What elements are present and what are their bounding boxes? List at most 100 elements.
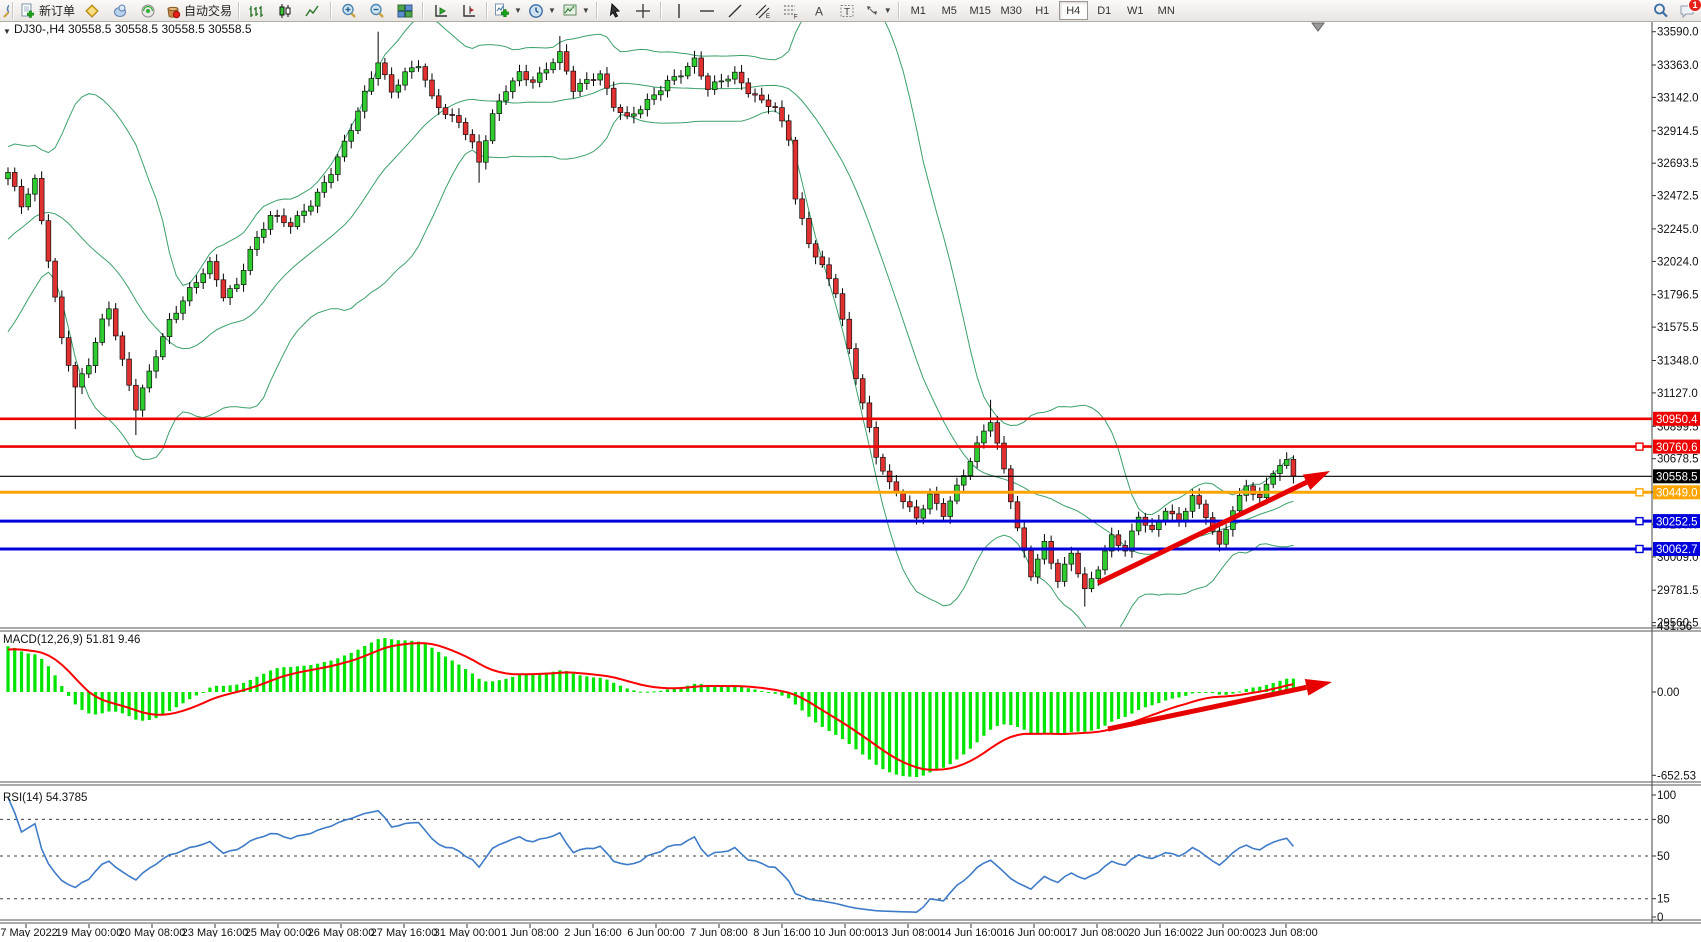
periods-button[interactable]: ▼: [525, 0, 559, 21]
data-window-button[interactable]: [106, 0, 134, 21]
macd-bar: [93, 692, 98, 715]
text-button[interactable]: A: [805, 0, 833, 21]
level-badge-text: 30449.0: [1656, 488, 1698, 500]
candle-body: [1102, 550, 1108, 571]
candle-body: [933, 493, 940, 504]
macd-bar: [571, 673, 575, 692]
level-handle-30062.7[interactable]: [1635, 544, 1644, 554]
candle-body: [711, 81, 718, 90]
zoom-in-button[interactable]: [335, 0, 363, 21]
candle-body: [99, 318, 105, 343]
candle-body: [738, 71, 745, 84]
trend-arrow-macd[interactable]: [1107, 679, 1332, 732]
autotrade-button[interactable]: 自动交易: [162, 0, 235, 21]
candle-body: [960, 475, 967, 486]
new-order-button[interactable]: 新订单: [17, 0, 78, 21]
cropped-profile-icon[interactable]: [0, 1, 9, 20]
macd-bar: [645, 691, 649, 693]
timeframe-m15[interactable]: M15: [969, 4, 991, 17]
timeframe-m1[interactable]: M1: [910, 4, 926, 17]
macd-bar: [167, 692, 172, 711]
candle-body: [112, 308, 119, 337]
toolbar-separator: [897, 2, 900, 19]
candle-body: [563, 51, 570, 72]
market-watch-button[interactable]: [78, 0, 106, 21]
candle-body: [1250, 485, 1256, 495]
equidistant-channel-button[interactable]: E: [749, 0, 777, 21]
chart-shift-button[interactable]: [455, 0, 483, 21]
line-chart-icon: [305, 5, 319, 16]
candle-body: [1001, 442, 1007, 470]
macd-bar: [356, 649, 360, 692]
arrows-button[interactable]: ▼: [861, 0, 895, 21]
bar-chart-button[interactable]: [243, 0, 271, 21]
cursor-button[interactable]: [601, 0, 629, 21]
vertical-line-button[interactable]: [665, 0, 693, 21]
level-handle-30449.0[interactable]: [1635, 488, 1644, 497]
macd-bar: [147, 692, 151, 720]
candle-body: [254, 236, 260, 250]
candle-body: [32, 178, 38, 195]
tile-windows-button[interactable]: [391, 0, 419, 21]
macd-bar: [1103, 692, 1107, 726]
auto-scroll-button[interactable]: [427, 0, 455, 21]
timeframe-mn[interactable]: MN: [1157, 4, 1175, 17]
line-chart-button[interactable]: [299, 0, 327, 21]
crosshair-button[interactable]: [629, 0, 657, 21]
candle-body: [792, 139, 799, 200]
level-handle-30760.6[interactable]: [1635, 442, 1644, 451]
candle-body: [1203, 503, 1209, 518]
macd-bar: [1083, 692, 1087, 732]
level-badge-30449.0: [1653, 485, 1700, 500]
symbol-dropdown-arrow[interactable]: ▼: [3, 27, 11, 36]
time-tick-label: 20 May 08:00: [119, 927, 186, 937]
macd-bar: [840, 692, 845, 740]
timeframe-m5[interactable]: M5: [941, 4, 957, 17]
candle-body: [287, 222, 294, 227]
macd-bar: [935, 692, 939, 770]
macd-bar: [989, 692, 993, 730]
candle-body: [328, 174, 334, 183]
macd-bar: [1170, 692, 1174, 699]
notifications-button[interactable]: 1: [1679, 0, 1701, 19]
trendline-button[interactable]: [721, 0, 749, 21]
timeframe-h4[interactable]: H4: [1058, 1, 1088, 20]
timeframe-d1[interactable]: D1: [1097, 4, 1112, 17]
candle-body: [281, 215, 287, 224]
rsi-tick-label: 80: [1657, 814, 1670, 826]
indicators-button[interactable]: ▼: [491, 0, 525, 21]
timeframe-w1[interactable]: W1: [1126, 4, 1144, 17]
navigator-button[interactable]: [134, 0, 162, 21]
macd-bar: [780, 692, 784, 696]
macd-bar: [6, 646, 10, 692]
timeframe-m30[interactable]: M30: [1000, 4, 1022, 17]
candle-body: [260, 228, 267, 238]
macd-bar: [1238, 691, 1242, 693]
trend-arrow-main[interactable]: [1096, 471, 1330, 586]
candle-body: [671, 76, 678, 81]
macd-bar: [403, 640, 407, 692]
candle-body: [18, 186, 25, 208]
level-badge-text: 30062.7: [1656, 544, 1698, 556]
horizontal-line-button[interactable]: [693, 0, 721, 21]
chart-title: DJ30-,H4 30558.5 30558.5 30558.5 30558.5: [14, 22, 252, 36]
fibonacci-button[interactable]: F: [777, 0, 805, 21]
macd-bar: [1204, 692, 1208, 693]
macd-bar: [665, 689, 670, 692]
zoom-out-button[interactable]: [363, 0, 391, 21]
macd-bar: [861, 692, 865, 755]
candle-body: [368, 78, 375, 92]
templates-dropdown-arrow: ▼: [581, 6, 590, 15]
text-label-button[interactable]: T: [833, 0, 861, 21]
chart-shift-marker[interactable]: [1311, 22, 1325, 32]
search-icon[interactable]: [1653, 3, 1669, 19]
timeframe-h1[interactable]: H1: [1035, 4, 1050, 17]
candle-body: [1075, 552, 1081, 575]
candlestick-chart-button[interactable]: [271, 0, 299, 21]
candle-body: [765, 99, 772, 107]
candle-body: [227, 288, 233, 299]
candle-body: [92, 342, 99, 366]
macd-bar: [551, 671, 555, 692]
templates-button[interactable]: ▼: [559, 0, 593, 21]
level-handle-30252.5[interactable]: [1635, 516, 1644, 526]
